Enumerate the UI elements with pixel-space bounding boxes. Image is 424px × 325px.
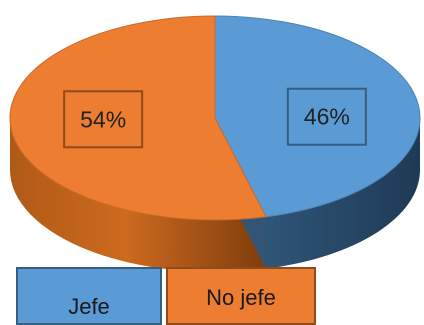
legend-swatch-no-jefe (166, 267, 316, 325)
legend-label-no-jefe: No jefe (206, 285, 276, 310)
data-label-box (63, 90, 144, 149)
pie-slice-jefe (214, 15, 421, 218)
pie-top-slices (9, 15, 421, 221)
data-label-jefe: 46% (304, 104, 350, 130)
data-labels: 46% 54% (63, 87, 367, 149)
pie-wall-jefe (265, 118, 420, 269)
pie-wall-no-jefe (10, 118, 266, 272)
legend: Jefe No jefe (16, 267, 316, 325)
data-label-no-jefe: 54% (80, 106, 126, 132)
legend-swatch-jefe (16, 267, 162, 325)
pie-slice-no-jefe (9, 15, 267, 221)
data-label-box (286, 87, 367, 146)
legend-label-jefe: Jefe (68, 294, 110, 319)
